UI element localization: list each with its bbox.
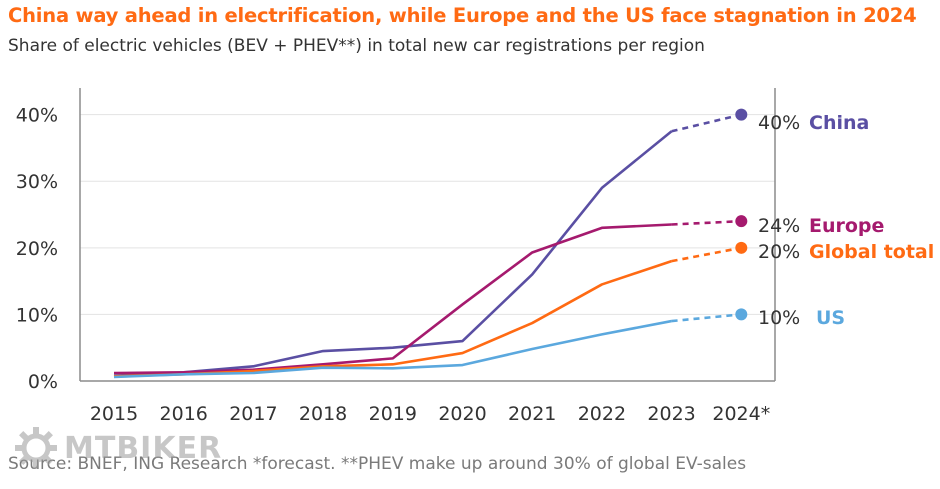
x-axis-ticks: 2015 2016 2017 2018 2019 2020 2021 2022 2023 2024… xyxy=(90,403,770,425)
gridlines xyxy=(80,114,775,315)
series-line-us xyxy=(113,319,672,379)
series-lines xyxy=(113,108,748,379)
endpoint-marker-us xyxy=(735,308,748,321)
source-note: Source: BNEF, ING Research *forecast. **… xyxy=(8,454,747,474)
x-tick-label: 2023 xyxy=(647,403,695,425)
y-tick-label: 40% xyxy=(16,105,58,127)
axes xyxy=(79,88,776,382)
end-labels: 40% China 24% Europe 20% Global total 10% US xyxy=(758,112,934,329)
x-tick-label: 2017 xyxy=(229,403,277,425)
chart-title: China way ahead in electrification, whil… xyxy=(8,4,917,27)
y-tick-label: 10% xyxy=(16,304,58,326)
x-tick-label: 2016 xyxy=(160,403,208,425)
series-line-europe xyxy=(113,223,672,375)
endpoint-marker-europe xyxy=(735,215,748,228)
x-tick-label: 2020 xyxy=(438,403,486,425)
end-value-global-total: 20% xyxy=(758,241,800,263)
x-tick-label: 2021 xyxy=(508,403,556,425)
y-axis-ticks: 0% 10% 20% 30% 40% xyxy=(16,105,58,393)
x-tick-label: 2019 xyxy=(369,403,417,425)
series-name-us: US xyxy=(816,307,845,329)
watermark: MTBIKER xyxy=(14,426,222,470)
endpoint-marker-china xyxy=(735,108,748,121)
x-tick-label: 2022 xyxy=(578,403,626,425)
y-tick-label: 30% xyxy=(16,171,58,193)
watermark-text: MTBIKER xyxy=(64,430,223,466)
forecast-line-china xyxy=(671,113,742,133)
x-tick-label: 2018 xyxy=(299,403,347,425)
series-line-china xyxy=(113,130,673,377)
forecast-line-europe xyxy=(671,219,742,226)
gear-icon xyxy=(15,427,57,469)
y-tick-label: 0% xyxy=(28,371,58,393)
endpoint-marker-global-total xyxy=(735,241,748,254)
series-name-global-total: Global total xyxy=(809,241,934,263)
forecast-line-us xyxy=(671,313,742,323)
end-value-china: 40% xyxy=(758,112,800,134)
y-tick-label: 20% xyxy=(16,238,58,260)
end-value-us: 10% xyxy=(758,307,800,329)
forecast-line-global-total xyxy=(671,246,742,263)
x-tick-label: 2024* xyxy=(712,403,770,425)
series-name-europe: Europe xyxy=(809,215,884,237)
chart-subtitle: Share of electric vehicles (BEV + PHEV**… xyxy=(8,36,705,56)
x-tick-label: 2015 xyxy=(90,403,138,425)
end-value-europe: 24% xyxy=(758,215,800,237)
series-name-china: China xyxy=(809,112,869,134)
